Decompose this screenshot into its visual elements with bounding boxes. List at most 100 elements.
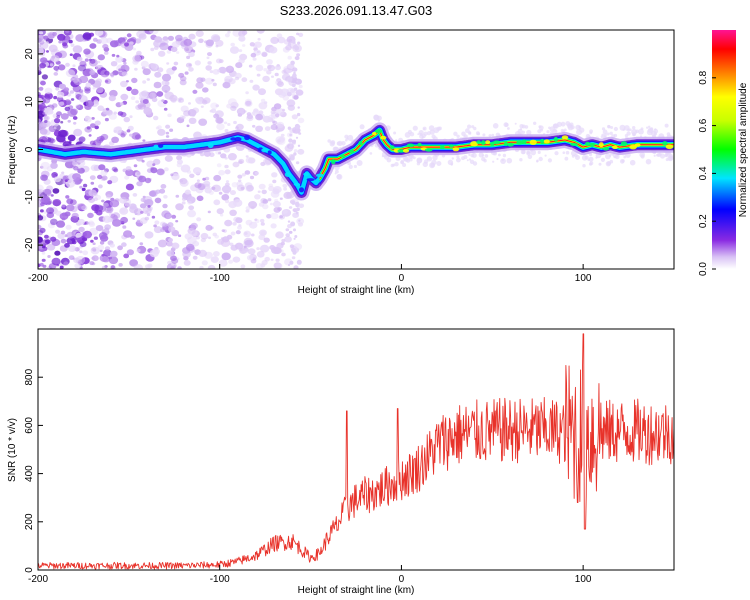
noise-blob	[200, 232, 209, 240]
noise-blob	[292, 139, 296, 143]
halo-blob	[605, 153, 611, 160]
noise-blob	[178, 72, 185, 78]
noise-blob	[171, 66, 177, 71]
noise-blob	[193, 167, 202, 175]
noise-blob	[41, 74, 49, 80]
halo-blob	[507, 127, 510, 130]
noise-blob	[297, 148, 305, 155]
noise-blob	[203, 180, 211, 187]
noise-blob	[59, 265, 64, 269]
ridge-spot	[553, 136, 559, 142]
noise-blob	[218, 66, 227, 74]
noise-blob	[65, 30, 70, 33]
ridge-spot	[234, 137, 242, 142]
noise-blob	[213, 199, 221, 206]
noise-blob	[104, 70, 110, 76]
noise-blob	[78, 95, 88, 103]
ridge-spot	[507, 142, 514, 147]
noise-blob	[164, 155, 173, 162]
noise-blob	[97, 54, 106, 61]
noise-blob	[61, 204, 66, 208]
noise-blob	[270, 67, 275, 71]
noise-blob	[104, 265, 108, 268]
noise-blob	[110, 250, 118, 258]
noise-blob	[78, 226, 85, 233]
noise-blob	[92, 242, 96, 245]
noise-blob	[100, 37, 109, 45]
noise-blob	[56, 96, 64, 103]
halo-blob	[501, 158, 504, 162]
noise-blob	[159, 188, 166, 194]
colorbar-tick-label: 0.6	[698, 118, 709, 132]
noise-blob	[55, 229, 61, 234]
halo-blob	[493, 151, 497, 156]
halo-blob	[436, 161, 442, 166]
noise-blob	[47, 255, 51, 258]
noise-blob	[297, 144, 301, 147]
noise-blob	[245, 206, 251, 211]
halo-blob	[356, 160, 363, 166]
noise-blob	[211, 78, 215, 82]
noise-blob	[225, 180, 230, 183]
noise-blob	[252, 124, 256, 128]
noise-blob	[56, 91, 65, 98]
noise-blob	[216, 123, 225, 131]
noise-blob	[82, 250, 89, 256]
noise-blob	[288, 38, 292, 42]
noise-blob	[240, 264, 246, 269]
noise-blob	[39, 31, 44, 35]
noise-blob	[271, 75, 274, 78]
noise-blob	[153, 226, 163, 234]
noise-blob	[293, 149, 298, 153]
noise-blob	[287, 55, 292, 60]
noise-blob	[221, 185, 232, 194]
noise-blob	[123, 230, 133, 238]
halo-blob	[466, 159, 469, 162]
noise-blob	[252, 84, 260, 91]
snr-y-ticks: 0 200 400 600 800	[24, 368, 43, 573]
noise-blob	[48, 44, 58, 53]
noise-blob	[253, 108, 259, 113]
noise-blob	[195, 82, 204, 89]
halo-blob	[519, 158, 523, 162]
noise-blob	[230, 231, 236, 236]
noise-blob	[189, 173, 195, 178]
noise-blob	[124, 205, 128, 209]
noise-blob	[297, 106, 300, 109]
noise-blob	[118, 68, 122, 71]
noise-blob	[184, 71, 189, 75]
noise-blob	[210, 108, 217, 114]
noise-blob	[84, 126, 92, 133]
noise-blob	[266, 70, 272, 75]
noise-blob	[291, 114, 298, 120]
snr-x-label: Height of straight line (km)	[298, 585, 415, 596]
noise-blob	[38, 118, 41, 123]
noise-blob	[89, 261, 95, 266]
noise-blob	[56, 220, 66, 228]
noise-blob	[202, 87, 209, 93]
noise-blob	[175, 203, 184, 211]
noise-blob	[270, 36, 279, 45]
noise-blob	[294, 123, 300, 129]
noise-blob	[285, 228, 290, 232]
ridge-spot	[406, 143, 415, 148]
noise-blob	[249, 42, 255, 47]
noise-blob	[294, 56, 300, 61]
noise-blob	[113, 168, 119, 173]
halo-blob	[582, 164, 586, 168]
halo-blob	[609, 131, 613, 135]
noise-blob	[297, 117, 305, 124]
noise-blob	[55, 210, 62, 216]
halo-blob	[570, 125, 575, 130]
noise-blob	[213, 174, 222, 182]
noise-blob	[77, 218, 85, 225]
halo-blob	[544, 154, 547, 157]
noise-blob	[107, 217, 113, 223]
noise-blob	[38, 198, 41, 201]
noise-blob	[200, 238, 206, 243]
noise-blob	[150, 47, 155, 52]
halo-blob	[456, 157, 461, 163]
x-tick-label: 100	[575, 574, 592, 585]
noise-blob	[38, 86, 44, 91]
noise-blob	[223, 121, 228, 125]
